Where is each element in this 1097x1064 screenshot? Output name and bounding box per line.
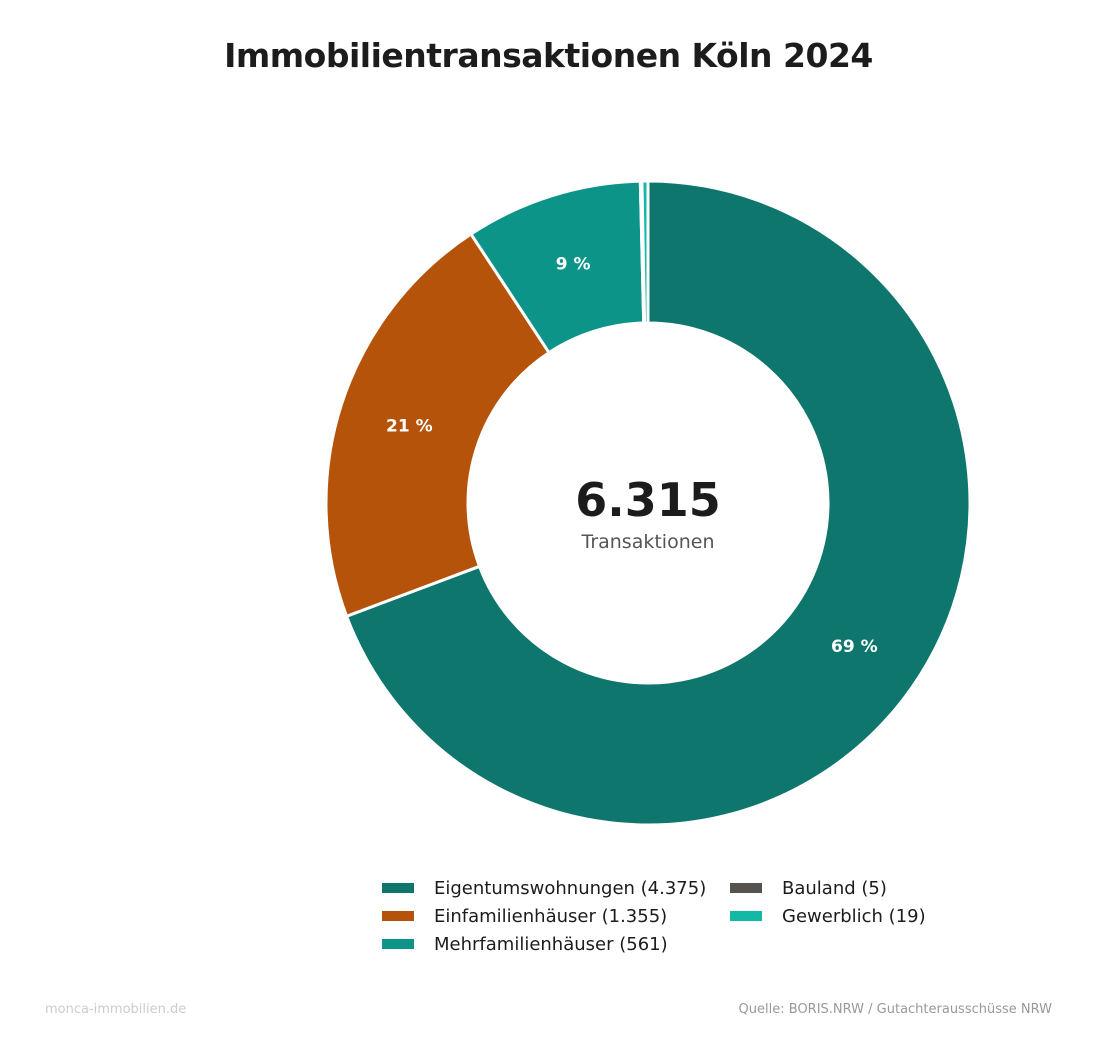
chart-title: Immobilientransaktionen Köln 2024 [224, 36, 873, 75]
legend-label: Gewerblich (19) [782, 905, 926, 927]
legend-item: Mehrfamilienhäuser (561) [382, 933, 730, 955]
footer-brand: monca-immobilien.de [45, 1002, 187, 1017]
legend-item: Bauland (5) [730, 877, 950, 899]
legend-label: Mehrfamilienhäuser (561) [434, 933, 668, 955]
legend-item: Gewerblich (19) [730, 905, 950, 927]
legend-item: Einfamilienhäuser (1.355) [382, 905, 730, 927]
slice-gewerblich [640, 179, 650, 325]
slice-label: 21 % [386, 416, 433, 436]
legend-swatch [730, 911, 762, 921]
footer-source: Quelle: BORIS.NRW / Gutachterausschüsse … [738, 1002, 1052, 1017]
legend-swatch [730, 883, 762, 893]
center-label: Transaktionen [581, 531, 715, 553]
slice-label: 9 % [556, 254, 591, 274]
legend-item: Eigentumswohnungen (4.375) [382, 877, 730, 899]
legend-label: Bauland (5) [782, 877, 887, 899]
slice-eigentumswohnungen [344, 179, 972, 827]
legend-swatch [382, 883, 414, 893]
slice-einfamilienhäuser [324, 231, 552, 619]
slice-label: 69 % [831, 637, 878, 657]
legend-swatch [382, 911, 414, 921]
legend-label: Eigentumswohnungen (4.375) [434, 877, 707, 899]
center-value: 6.315 [575, 473, 721, 527]
legend-swatch [382, 939, 414, 949]
legend-label: Einfamilienhäuser (1.355) [434, 905, 668, 927]
legend: Eigentumswohnungen (4.375) Bauland (5) Ein… [382, 877, 950, 955]
